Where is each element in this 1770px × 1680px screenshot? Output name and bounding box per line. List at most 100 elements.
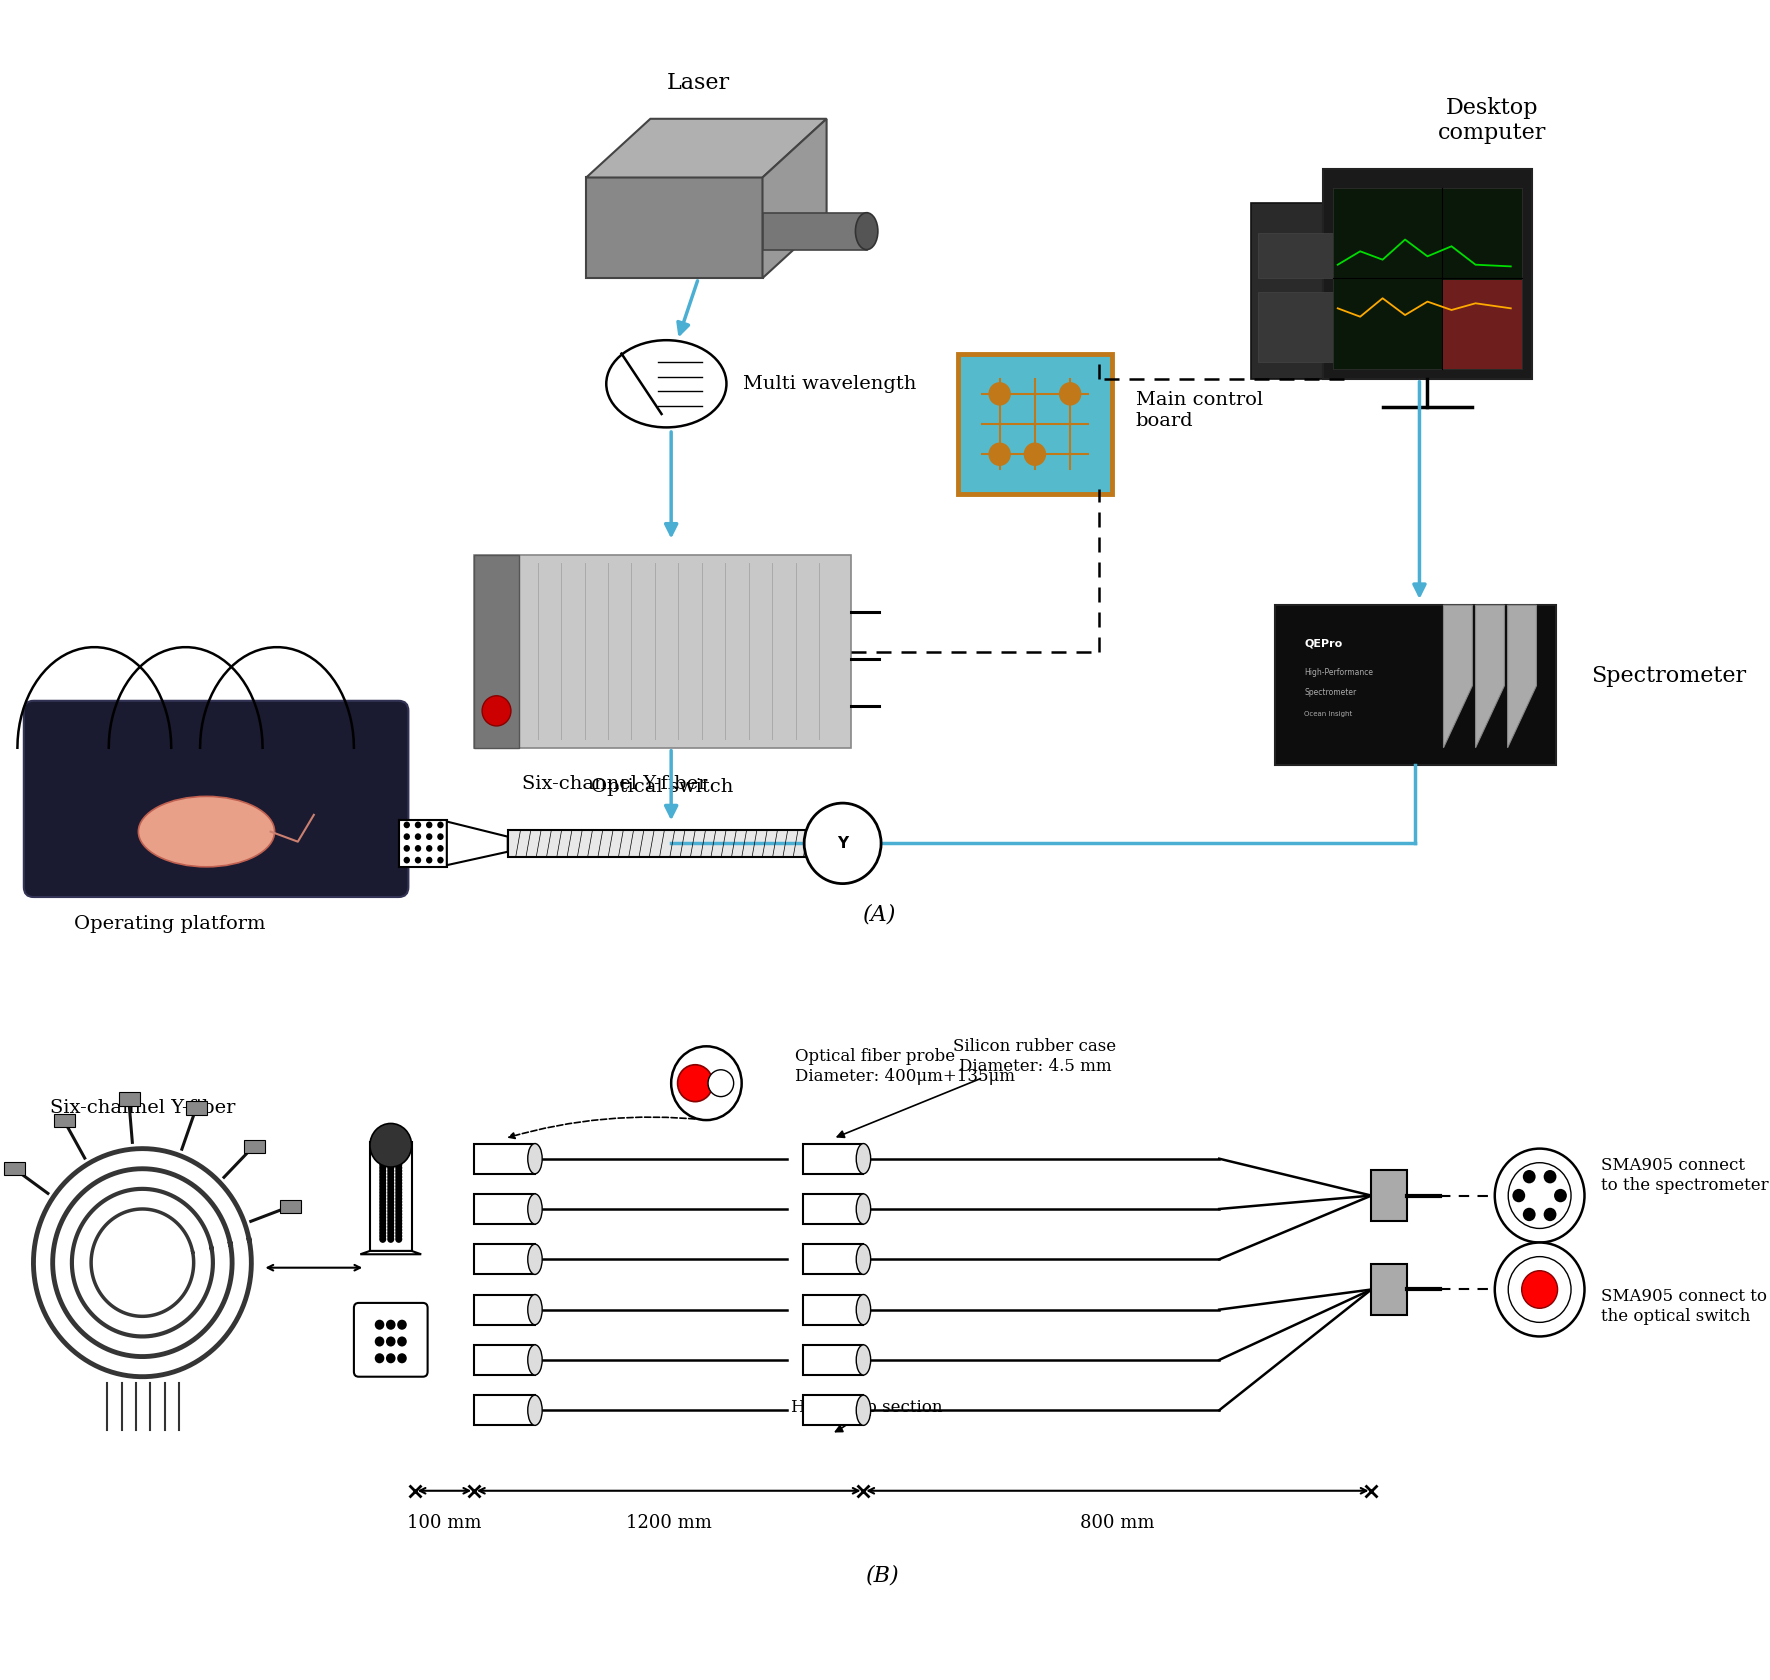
Circle shape: [388, 1208, 395, 1215]
Ellipse shape: [607, 339, 726, 427]
Bar: [802, 1194, 864, 1225]
Bar: [119, 1092, 140, 1105]
Circle shape: [1543, 1169, 1556, 1183]
Circle shape: [1522, 1270, 1558, 1309]
Circle shape: [396, 1337, 407, 1347]
Circle shape: [414, 857, 421, 864]
Circle shape: [395, 1164, 402, 1171]
Circle shape: [437, 857, 444, 864]
Circle shape: [388, 1235, 395, 1243]
Ellipse shape: [138, 796, 274, 867]
Circle shape: [395, 1186, 402, 1193]
Bar: [474, 1346, 535, 1374]
Circle shape: [1554, 1189, 1566, 1203]
Circle shape: [427, 833, 432, 840]
Bar: [244, 1139, 266, 1152]
Text: Six-channel Y-fiber: Six-channel Y-fiber: [50, 1099, 235, 1117]
Text: Main control
board: Main control board: [1136, 391, 1264, 430]
Text: Six-channel Y-fiber: Six-channel Y-fiber: [522, 774, 708, 793]
Circle shape: [388, 1223, 395, 1230]
Circle shape: [379, 1213, 386, 1221]
Ellipse shape: [857, 1295, 871, 1326]
Circle shape: [388, 1154, 395, 1163]
Circle shape: [414, 845, 421, 852]
Bar: [1444, 281, 1522, 368]
Circle shape: [379, 1216, 386, 1225]
Circle shape: [388, 1171, 395, 1178]
Text: Ocean Insight: Ocean Insight: [1304, 711, 1352, 717]
Circle shape: [1496, 1243, 1584, 1337]
Bar: [1258, 234, 1338, 279]
Ellipse shape: [857, 1144, 871, 1174]
Bar: [802, 1295, 864, 1326]
Circle shape: [1522, 1208, 1536, 1221]
Circle shape: [379, 1193, 386, 1200]
Circle shape: [1543, 1208, 1556, 1221]
FancyBboxPatch shape: [354, 1304, 428, 1376]
Ellipse shape: [527, 1394, 542, 1425]
Circle shape: [395, 1158, 402, 1166]
Circle shape: [379, 1168, 386, 1174]
Circle shape: [481, 696, 512, 726]
Circle shape: [395, 1189, 402, 1196]
Circle shape: [388, 1168, 395, 1174]
Circle shape: [427, 857, 432, 864]
Circle shape: [388, 1179, 395, 1188]
Circle shape: [388, 1193, 395, 1200]
Circle shape: [386, 1352, 395, 1362]
Polygon shape: [1508, 605, 1536, 748]
Circle shape: [388, 1213, 395, 1221]
Circle shape: [404, 833, 411, 840]
Circle shape: [375, 1337, 384, 1347]
Ellipse shape: [527, 1295, 542, 1326]
Circle shape: [379, 1154, 386, 1163]
Circle shape: [388, 1220, 395, 1228]
Text: Desktop
computer: Desktop computer: [1437, 96, 1545, 144]
Bar: [474, 1245, 535, 1275]
Polygon shape: [361, 1252, 421, 1255]
Circle shape: [379, 1164, 386, 1171]
Text: 800 mm: 800 mm: [1080, 1514, 1154, 1532]
Bar: [1251, 203, 1343, 378]
Bar: [474, 554, 519, 748]
Circle shape: [395, 1220, 402, 1228]
Circle shape: [379, 1205, 386, 1211]
Bar: [1372, 1265, 1407, 1315]
Bar: [474, 1144, 535, 1174]
Circle shape: [1508, 1163, 1572, 1228]
Bar: [474, 1295, 535, 1326]
Circle shape: [395, 1205, 402, 1211]
Ellipse shape: [527, 1194, 542, 1225]
Circle shape: [388, 1161, 395, 1168]
Circle shape: [804, 803, 881, 884]
Polygon shape: [446, 822, 508, 865]
Circle shape: [395, 1233, 402, 1240]
Circle shape: [379, 1208, 386, 1215]
FancyBboxPatch shape: [958, 353, 1112, 494]
Circle shape: [388, 1205, 395, 1211]
Bar: [1372, 1171, 1407, 1221]
Circle shape: [388, 1151, 395, 1159]
Bar: [802, 1346, 864, 1374]
Circle shape: [427, 822, 432, 828]
Bar: [1258, 292, 1338, 361]
Bar: [474, 1194, 535, 1225]
Circle shape: [395, 1211, 402, 1218]
Circle shape: [379, 1173, 386, 1181]
Circle shape: [379, 1211, 386, 1218]
Circle shape: [1058, 381, 1081, 405]
Circle shape: [395, 1171, 402, 1178]
Text: Silicon rubber case
Diameter: 4.5 mm: Silicon rubber case Diameter: 4.5 mm: [837, 1038, 1117, 1137]
Bar: [474, 1394, 535, 1425]
Bar: [186, 1102, 207, 1116]
Bar: [398, 820, 446, 867]
Text: Laser: Laser: [667, 72, 729, 94]
Circle shape: [395, 1173, 402, 1181]
Circle shape: [404, 857, 411, 864]
Polygon shape: [586, 178, 763, 279]
Circle shape: [388, 1194, 395, 1203]
Circle shape: [379, 1230, 386, 1236]
Text: Y: Y: [837, 837, 848, 850]
Circle shape: [379, 1158, 386, 1166]
Circle shape: [395, 1198, 402, 1206]
